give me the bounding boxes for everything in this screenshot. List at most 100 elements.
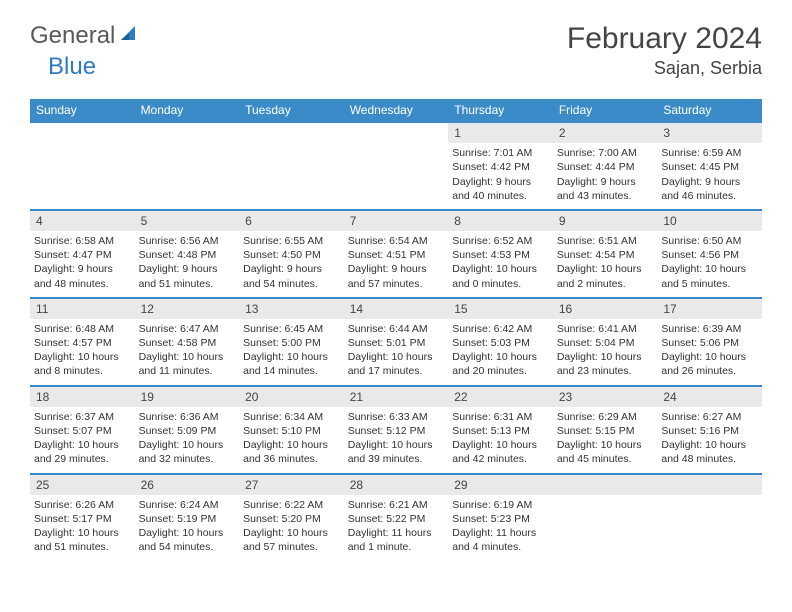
day-number-cell: 23 [553,386,658,407]
sunset-line: Sunset: 5:22 PM [348,512,445,526]
sunrise-line: Sunrise: 6:39 AM [661,322,758,336]
day-header: Wednesday [344,99,449,122]
day-info-cell: Sunrise: 6:55 AMSunset: 4:50 PMDaylight:… [239,231,344,298]
day-header: Saturday [657,99,762,122]
week-info-row: Sunrise: 6:48 AMSunset: 4:57 PMDaylight:… [30,319,762,386]
sunrise-line: Sunrise: 7:01 AM [452,146,549,160]
sunset-line: Sunset: 4:42 PM [452,160,549,174]
calendar-table: SundayMondayTuesdayWednesdayThursdayFrid… [30,99,762,560]
day-number-cell: 16 [553,298,658,319]
day-number-cell: 15 [448,298,553,319]
sunset-line: Sunset: 5:07 PM [34,424,131,438]
sunset-line: Sunset: 5:16 PM [661,424,758,438]
sunset-line: Sunset: 5:15 PM [557,424,654,438]
daylight-line: Daylight: 10 hours and 2 minutes. [557,262,654,290]
day-number-cell: 26 [135,474,240,495]
sunrise-line: Sunrise: 6:51 AM [557,234,654,248]
day-info-cell: Sunrise: 6:39 AMSunset: 5:06 PMDaylight:… [657,319,762,386]
day-header: Monday [135,99,240,122]
day-header: Thursday [448,99,553,122]
sunset-line: Sunset: 4:54 PM [557,248,654,262]
page-title: February 2024 [567,22,762,56]
day-number-cell: 3 [657,122,762,143]
day-number-cell: 21 [344,386,449,407]
daylight-line: Daylight: 9 hours and 57 minutes. [348,262,445,290]
day-number-cell [135,122,240,143]
logo-text-blue: Blue [48,53,96,81]
day-info-cell: Sunrise: 6:33 AMSunset: 5:12 PMDaylight:… [344,407,449,474]
day-info-cell: Sunrise: 6:27 AMSunset: 5:16 PMDaylight:… [657,407,762,474]
day-number-cell: 28 [344,474,449,495]
sunset-line: Sunset: 4:57 PM [34,336,131,350]
daylight-line: Daylight: 10 hours and 8 minutes. [34,350,131,378]
sunrise-line: Sunrise: 6:58 AM [34,234,131,248]
day-number-cell: 11 [30,298,135,319]
sunrise-line: Sunrise: 6:24 AM [139,498,236,512]
sunset-line: Sunset: 5:04 PM [557,336,654,350]
day-info-cell: Sunrise: 6:56 AMSunset: 4:48 PMDaylight:… [135,231,240,298]
logo-sail-icon [119,24,139,49]
daylight-line: Daylight: 10 hours and 51 minutes. [34,526,131,554]
sunset-line: Sunset: 5:13 PM [452,424,549,438]
daylight-line: Daylight: 10 hours and 5 minutes. [661,262,758,290]
week-daynum-row: 2526272829 [30,474,762,495]
sunrise-line: Sunrise: 6:34 AM [243,410,340,424]
day-info-cell: Sunrise: 6:26 AMSunset: 5:17 PMDaylight:… [30,495,135,561]
sunset-line: Sunset: 5:17 PM [34,512,131,526]
day-header: Friday [553,99,658,122]
sunset-line: Sunset: 5:10 PM [243,424,340,438]
day-number-cell: 12 [135,298,240,319]
location: Sajan, Serbia [567,58,762,79]
week-daynum-row: 123 [30,122,762,143]
day-number-cell [657,474,762,495]
day-number-cell: 5 [135,210,240,231]
sunrise-line: Sunrise: 6:22 AM [243,498,340,512]
sunrise-line: Sunrise: 6:36 AM [139,410,236,424]
day-info-cell: Sunrise: 6:41 AMSunset: 5:04 PMDaylight:… [553,319,658,386]
day-number-cell: 7 [344,210,449,231]
day-number-cell: 4 [30,210,135,231]
day-number-cell: 10 [657,210,762,231]
sunrise-line: Sunrise: 6:50 AM [661,234,758,248]
day-number-cell: 25 [30,474,135,495]
sunset-line: Sunset: 5:23 PM [452,512,549,526]
daylight-line: Daylight: 9 hours and 43 minutes. [557,175,654,203]
day-number-cell: 29 [448,474,553,495]
day-number-cell: 19 [135,386,240,407]
day-number-cell: 20 [239,386,344,407]
week-daynum-row: 45678910 [30,210,762,231]
day-info-cell [135,143,240,210]
day-info-cell: Sunrise: 6:29 AMSunset: 5:15 PMDaylight:… [553,407,658,474]
daylight-line: Daylight: 10 hours and 0 minutes. [452,262,549,290]
day-number-cell [30,122,135,143]
daylight-line: Daylight: 11 hours and 4 minutes. [452,526,549,554]
daylight-line: Daylight: 10 hours and 45 minutes. [557,438,654,466]
sunset-line: Sunset: 4:53 PM [452,248,549,262]
title-block: February 2024 Sajan, Serbia [567,22,762,79]
day-info-cell [553,495,658,561]
day-info-cell: Sunrise: 6:50 AMSunset: 4:56 PMDaylight:… [657,231,762,298]
day-info-cell [344,143,449,210]
sunrise-line: Sunrise: 6:26 AM [34,498,131,512]
day-number-cell [239,122,344,143]
sunrise-line: Sunrise: 6:54 AM [348,234,445,248]
day-header-row: SundayMondayTuesdayWednesdayThursdayFrid… [30,99,762,122]
daylight-line: Daylight: 10 hours and 54 minutes. [139,526,236,554]
daylight-line: Daylight: 10 hours and 32 minutes. [139,438,236,466]
day-number-cell: 27 [239,474,344,495]
day-number-cell: 6 [239,210,344,231]
sunrise-line: Sunrise: 6:42 AM [452,322,549,336]
day-info-cell: Sunrise: 6:21 AMSunset: 5:22 PMDaylight:… [344,495,449,561]
daylight-line: Daylight: 10 hours and 48 minutes. [661,438,758,466]
day-info-cell: Sunrise: 7:01 AMSunset: 4:42 PMDaylight:… [448,143,553,210]
sunset-line: Sunset: 4:47 PM [34,248,131,262]
sunset-line: Sunset: 5:00 PM [243,336,340,350]
day-header: Sunday [30,99,135,122]
daylight-line: Daylight: 10 hours and 57 minutes. [243,526,340,554]
sunrise-line: Sunrise: 6:55 AM [243,234,340,248]
day-info-cell: Sunrise: 6:47 AMSunset: 4:58 PMDaylight:… [135,319,240,386]
sunset-line: Sunset: 5:20 PM [243,512,340,526]
sunset-line: Sunset: 5:03 PM [452,336,549,350]
week-info-row: Sunrise: 7:01 AMSunset: 4:42 PM Daylight:… [30,143,762,210]
sunset-line: Sunset: 5:12 PM [348,424,445,438]
